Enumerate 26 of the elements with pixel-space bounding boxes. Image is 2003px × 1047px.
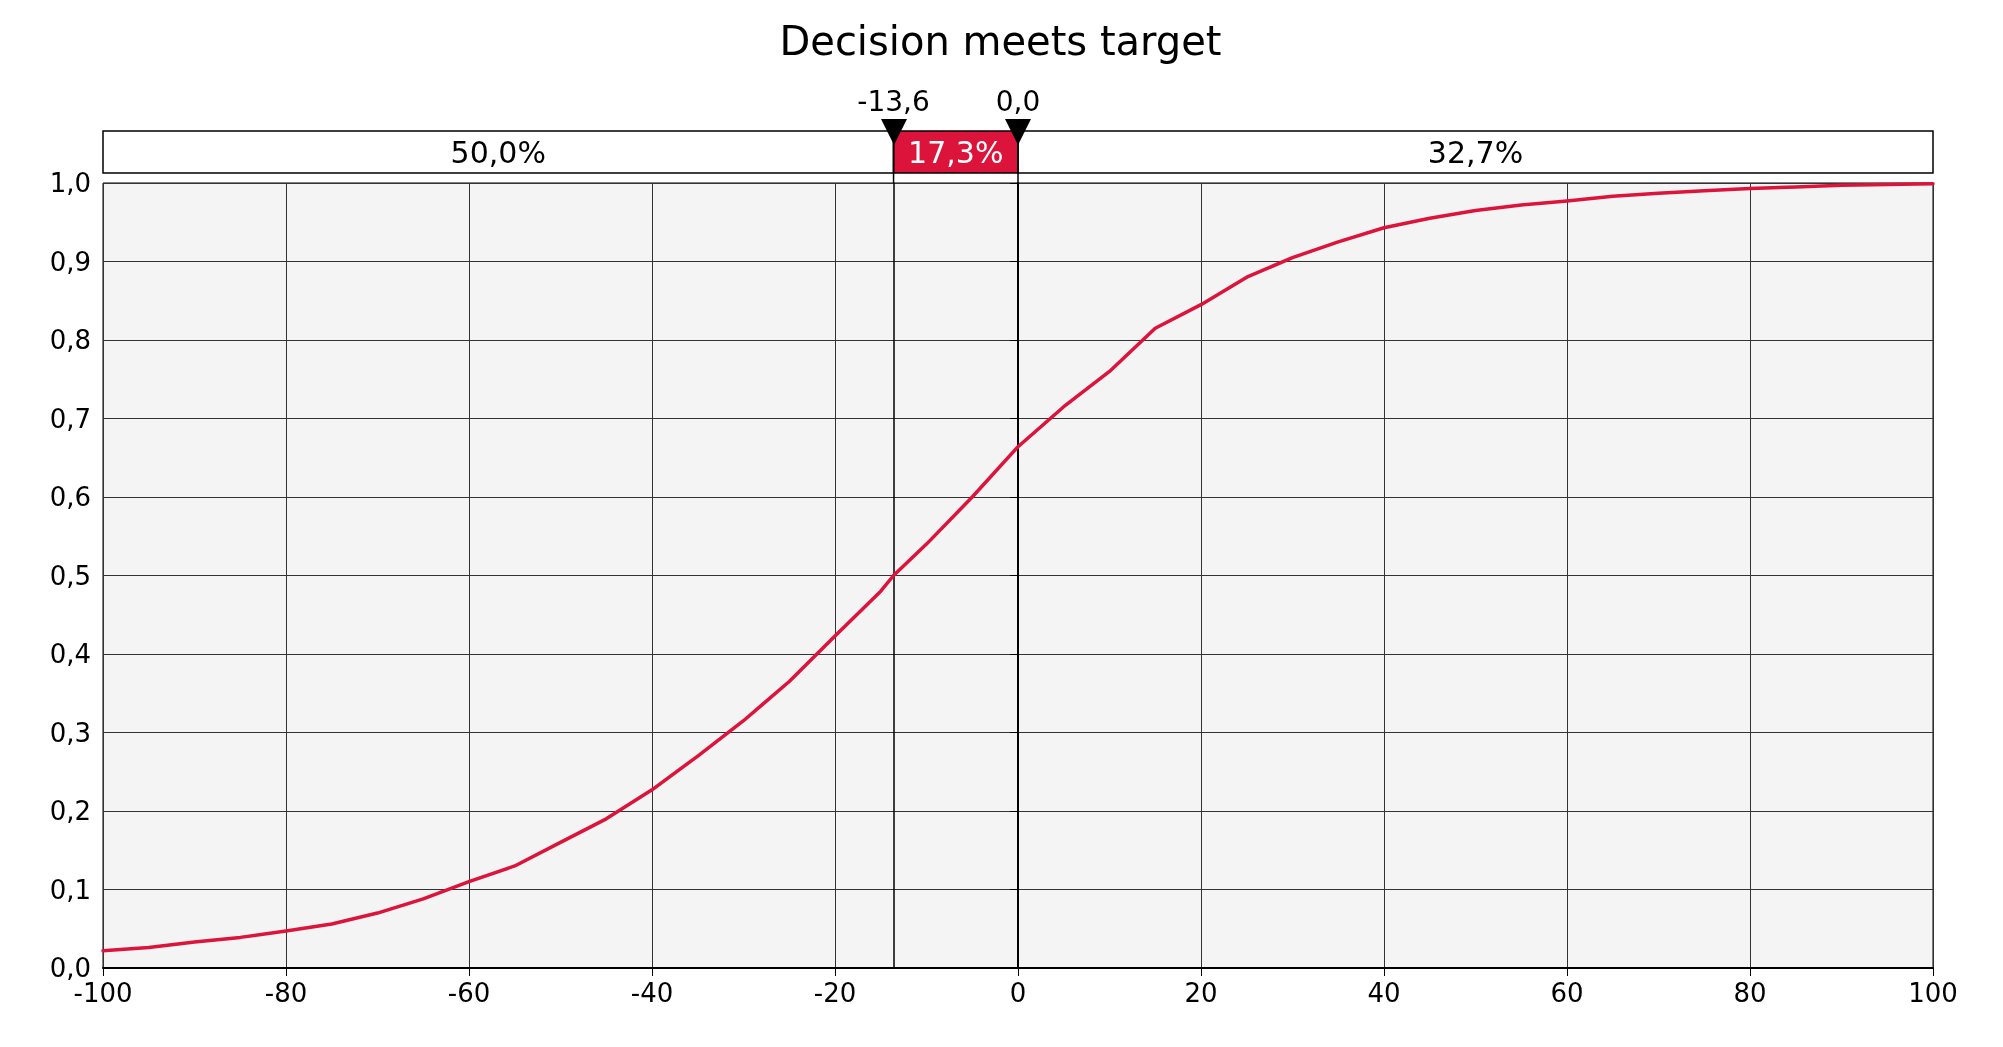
x-tick-label: 20 [1184, 978, 1218, 1008]
x-tick-label: 40 [1367, 978, 1401, 1008]
text: 50,0% [450, 134, 546, 170]
y-tick-label: 0,3 [49, 717, 91, 748]
text: 17,3% [908, 134, 1004, 170]
chart-title: Decision meets target [779, 18, 1222, 64]
y-tick-label: 0,1 [49, 874, 91, 905]
y-tick-label: 0,8 [49, 325, 91, 355]
ref-line-label: -13,6 [857, 84, 930, 118]
x-tick-label: -40 [630, 978, 674, 1008]
x-tick-label: 80 [1733, 978, 1767, 1008]
y-tick-label: 0,9 [49, 246, 91, 277]
y-tick-label: 0,4 [49, 639, 91, 669]
y-tick-label: 0,7 [49, 403, 91, 434]
x-tick-label: 0 [1009, 978, 1027, 1008]
ref-line-label: 0,0 [995, 84, 1041, 118]
y-tick-label: 1,0 [49, 168, 91, 198]
x-tick-label: -80 [264, 978, 308, 1008]
y-tick-label: 0,2 [49, 796, 91, 826]
text: 32,7% [1427, 134, 1524, 170]
x-tick-label: -60 [447, 978, 491, 1008]
x-tick-label: 100 [1908, 978, 1958, 1008]
x-tick-label: -20 [813, 978, 857, 1008]
y-tick-label: 0,6 [49, 482, 91, 512]
y-tick-label: 0,5 [49, 560, 91, 591]
x-tick-label: 60 [1550, 978, 1584, 1008]
